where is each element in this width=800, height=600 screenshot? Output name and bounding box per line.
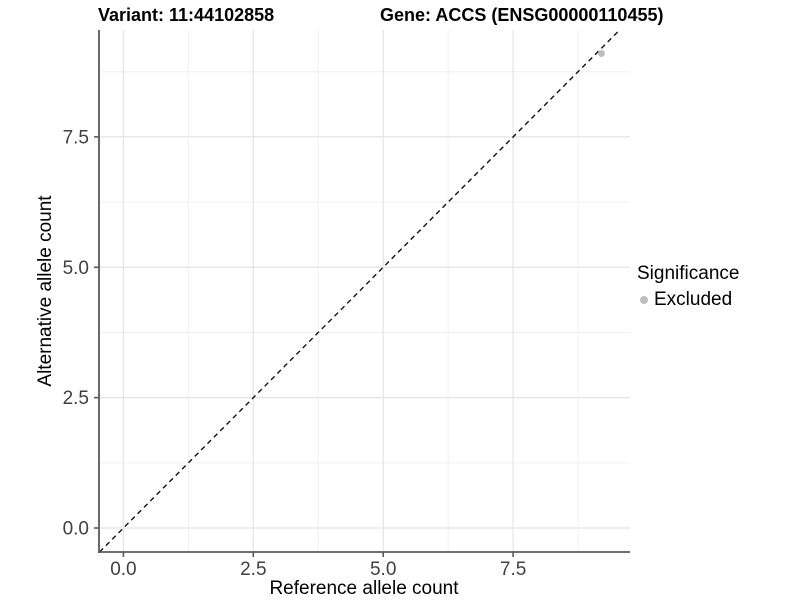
y-axis-title: Alternative allele count <box>35 195 56 387</box>
x-tick-label: 7.5 <box>500 559 526 580</box>
data-point-excluded <box>597 49 605 57</box>
y-tick-label: 5.0 <box>63 258 89 279</box>
y-tick-label: 2.5 <box>63 388 89 409</box>
legend-title: Significance <box>637 263 740 284</box>
identity-abline <box>99 29 621 553</box>
plot-title-gene: Gene: ACCS (ENSG00000110455) <box>380 5 664 25</box>
x-tick-label: 5.0 <box>370 559 396 580</box>
legend: Significance Excluded <box>637 263 739 311</box>
x-tick-label: 2.5 <box>240 559 266 580</box>
x-axis-title: Reference allele count <box>269 578 459 599</box>
y-tick-label: 7.5 <box>63 127 89 148</box>
x-tick-label: 0.0 <box>110 559 136 580</box>
y-tick-label: 0.0 <box>63 519 89 540</box>
plot-title-variant: Variant: 11:44102858 <box>98 5 275 25</box>
legend-entry-label: Excluded <box>654 289 733 310</box>
legend-entry-excluded: Excluded <box>637 289 739 311</box>
legend-key-dot-icon <box>640 296 648 304</box>
